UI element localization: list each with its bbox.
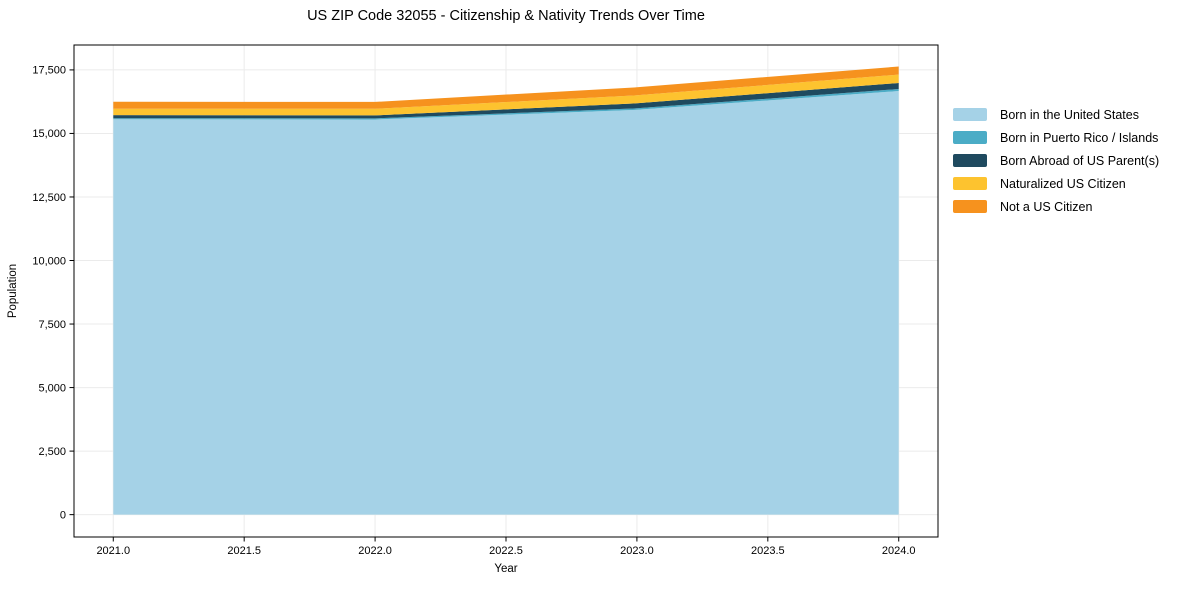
y-tick-label: 12,500: [32, 192, 66, 204]
area-series: [113, 89, 899, 120]
legend-item-not-citizen: Not a US Citizen: [953, 195, 1159, 218]
area-series: [113, 74, 899, 116]
legend-swatch-not-citizen: [953, 200, 987, 213]
x-tick-label: 2022.5: [489, 545, 523, 557]
y-tick-label: 7,500: [38, 319, 66, 331]
legend-swatch-born-in-us: [953, 108, 987, 121]
x-axis-label: Year: [494, 563, 518, 575]
legend-label: Born in Puerto Rico / Islands: [1000, 130, 1159, 145]
y-axis-label: Population: [7, 263, 19, 319]
legend: Born in the United States Born in Puerto…: [953, 103, 1159, 218]
x-tick-label: 2023.5: [751, 545, 785, 557]
x-tick-label: 2024.0: [882, 545, 916, 557]
legend-label: Naturalized US Citizen: [1000, 176, 1126, 191]
y-tick-label: 5,000: [38, 382, 66, 394]
area-series: [113, 66, 899, 109]
x-tick-label: 2021.0: [96, 545, 130, 557]
legend-label: Not a US Citizen: [1000, 199, 1093, 214]
legend-swatch-naturalized: [953, 177, 987, 190]
x-tick-label: 2021.5: [227, 545, 261, 557]
y-tick-label: 2,500: [38, 446, 66, 458]
area-series: [113, 91, 899, 515]
x-tick-label: 2022.0: [358, 545, 392, 557]
y-tick-label: 17,500: [32, 65, 66, 77]
x-tick-label: 2023.0: [620, 545, 654, 557]
y-tick-label: 10,000: [32, 255, 66, 267]
legend-swatch-born-abroad: [953, 154, 987, 167]
legend-label: Born Abroad of US Parent(s): [1000, 153, 1160, 168]
legend-item-born-abroad: Born Abroad of US Parent(s): [953, 149, 1159, 172]
chart-title: US ZIP Code 32055 - Citizenship & Nativi…: [307, 8, 705, 24]
legend-item-born-in-us: Born in the United States: [953, 103, 1159, 126]
legend-item-naturalized: Naturalized US Citizen: [953, 172, 1159, 195]
area-series: [113, 83, 899, 119]
y-tick-label: 0: [60, 509, 66, 521]
legend-item-puerto-rico: Born in Puerto Rico / Islands: [953, 126, 1159, 149]
legend-swatch-puerto-rico: [953, 131, 987, 144]
legend-label: Born in the United States: [1000, 107, 1139, 122]
y-tick-label: 15,000: [32, 128, 66, 140]
